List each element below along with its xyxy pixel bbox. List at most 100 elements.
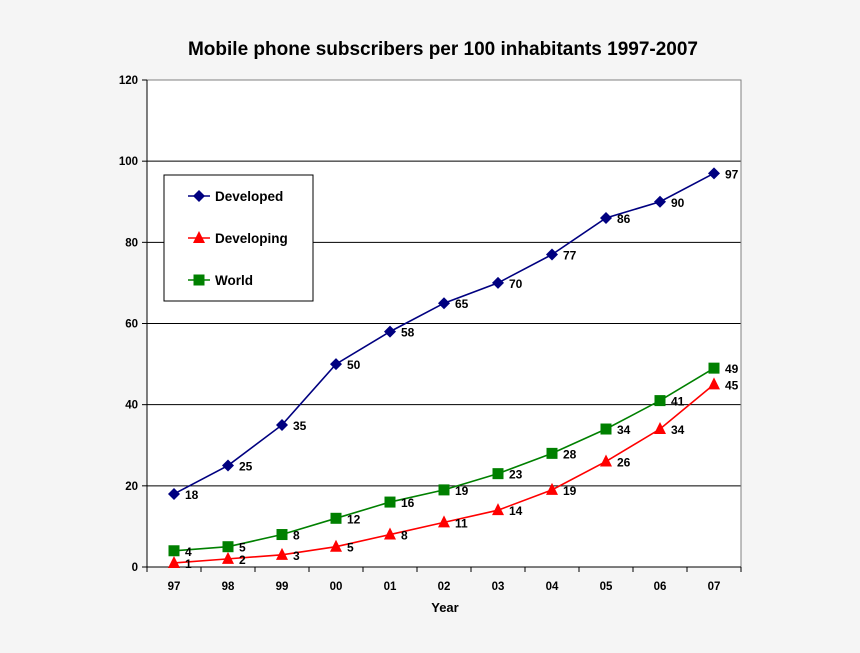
data-point	[654, 422, 666, 435]
data-label: 58	[401, 326, 415, 340]
data-point	[492, 468, 504, 480]
legend-label: Developed	[215, 189, 283, 204]
data-label: 28	[563, 447, 577, 461]
data-label: 18	[185, 488, 199, 502]
legend: Developed Developing World	[163, 174, 314, 302]
x-tick-label: 00	[330, 581, 343, 593]
data-point	[384, 325, 396, 338]
data-label: 50	[347, 358, 361, 372]
data-label: 77	[563, 249, 577, 263]
legend-marker	[193, 274, 205, 286]
data-point	[222, 459, 234, 472]
x-tick-label: 97	[168, 581, 181, 593]
x-tick-label: 07	[708, 581, 721, 593]
data-label: 8	[293, 529, 300, 543]
data-point	[546, 482, 558, 495]
data-label: 65	[455, 297, 469, 311]
x-tick-label: 98	[222, 581, 235, 593]
legend-marker	[193, 190, 205, 202]
y-tick-label: 20	[125, 481, 138, 493]
data-label: 16	[401, 496, 415, 510]
data-label: 86	[617, 212, 631, 226]
data-point	[708, 377, 720, 390]
data-point	[654, 195, 666, 208]
data-point	[384, 496, 396, 508]
data-point	[384, 527, 396, 540]
data-label: 23	[509, 468, 523, 482]
y-axis: 0 20 40 60 80 100 120	[119, 75, 148, 574]
data-point	[438, 515, 450, 528]
data-label: 90	[671, 196, 685, 210]
data-point	[492, 503, 504, 516]
legend-item-developed: Developed	[188, 189, 283, 204]
data-label: 2	[239, 553, 246, 567]
data-point	[276, 418, 288, 431]
data-point	[168, 487, 180, 500]
data-point	[546, 447, 558, 459]
data-point	[330, 358, 342, 371]
legend-marker	[193, 231, 205, 243]
data-label: 25	[239, 460, 253, 474]
data-point	[600, 454, 612, 467]
data-point	[276, 529, 288, 541]
x-tick-label: 03	[492, 581, 505, 593]
data-label: 19	[563, 484, 577, 498]
data-label: 14	[509, 504, 523, 518]
x-tick-label: 01	[384, 581, 397, 593]
legend-label: World	[215, 273, 253, 288]
x-tick-label: 05	[600, 581, 613, 593]
data-label: 97	[725, 167, 739, 181]
data-point	[708, 167, 720, 180]
data-label: 4	[185, 545, 192, 559]
data-point	[168, 545, 180, 557]
data-point	[330, 512, 342, 524]
series-developed: 18 25 35 50 58 65 70 77 86 90 97	[168, 167, 739, 502]
x-tick-label: 02	[438, 581, 451, 593]
y-tick-label: 100	[119, 156, 138, 168]
data-label: 34	[671, 423, 685, 437]
data-label: 34	[617, 423, 631, 437]
data-point	[168, 555, 180, 568]
data-point	[438, 484, 450, 496]
data-point	[546, 248, 558, 261]
data-label: 35	[293, 419, 307, 433]
x-axis: 97 98 99 00 01 02 03 04 05 06 07	[146, 566, 742, 593]
data-label: 19	[455, 484, 469, 498]
x-axis-label: Year	[431, 600, 458, 615]
x-tick-label: 06	[654, 581, 667, 593]
data-label: 5	[239, 541, 246, 555]
data-label: 5	[347, 541, 354, 555]
data-label: 11	[455, 516, 468, 530]
legend-item-developing: Developing	[188, 231, 288, 246]
data-label: 41	[671, 395, 685, 409]
data-point	[276, 547, 288, 560]
data-point	[438, 297, 450, 310]
y-tick-label: 120	[119, 75, 138, 87]
y-tick-label: 0	[132, 562, 138, 574]
y-tick-label: 40	[125, 400, 138, 412]
data-point	[222, 541, 234, 553]
y-tick-label: 60	[125, 319, 138, 331]
data-point	[330, 539, 342, 552]
data-point	[222, 551, 234, 564]
data-label: 70	[509, 277, 523, 291]
data-point	[600, 423, 612, 435]
data-label: 12	[347, 512, 361, 526]
data-label: 3	[293, 549, 300, 563]
data-label: 49	[725, 362, 739, 376]
data-label: 1	[185, 557, 192, 571]
chart-title: Mobile phone subscribers per 100 inhabit…	[188, 39, 698, 60]
data-point	[600, 211, 612, 224]
data-label: 26	[617, 455, 631, 469]
y-tick-label: 80	[125, 237, 138, 249]
data-label: 45	[725, 378, 739, 392]
data-point	[654, 395, 666, 407]
data-point	[708, 362, 720, 374]
legend-label: Developing	[215, 231, 288, 246]
legend-item-world: World	[188, 273, 253, 288]
data-label: 8	[401, 529, 408, 543]
